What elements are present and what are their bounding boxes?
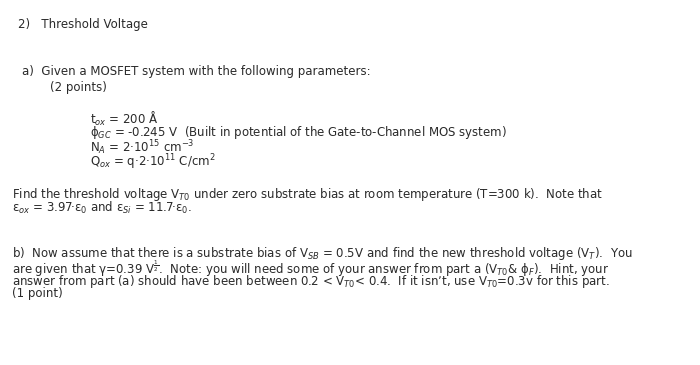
Text: Find the threshold voltage V$_{T0}$ under zero substrate bias at room temperatur: Find the threshold voltage V$_{T0}$ unde… (12, 186, 603, 203)
Text: ε$_{ox}$ = 3.97·ε$_{0}$ and ε$_{Si}$ = 11.7·ε$_{0}$.: ε$_{ox}$ = 3.97·ε$_{0}$ and ε$_{Si}$ = 1… (12, 200, 192, 216)
Text: answer from part (a) should have been between 0.2 < V$_{T0}$< 0.4.  If it isn’t,: answer from part (a) should have been be… (12, 273, 610, 290)
Text: (1 point): (1 point) (12, 287, 63, 300)
Text: are given that γ=0.39 V$^{\frac{1}{2}}$.  Note: you will need some of your answe: are given that γ=0.39 V$^{\frac{1}{2}}$.… (12, 259, 609, 279)
Text: b)  Now assume that there is a substrate bias of V$_{SB}$ = 0.5V and find the ne: b) Now assume that there is a substrate … (12, 245, 633, 262)
Text: (2 points): (2 points) (35, 81, 107, 94)
Text: Q$_{ox}$ = q·2·10$^{11}$ C/cm$^{2}$: Q$_{ox}$ = q·2·10$^{11}$ C/cm$^{2}$ (90, 152, 216, 172)
Text: 2)   Threshold Voltage: 2) Threshold Voltage (18, 18, 148, 31)
Text: N$_{A}$ = 2·10$^{15}$ cm$^{-3}$: N$_{A}$ = 2·10$^{15}$ cm$^{-3}$ (90, 138, 195, 157)
Text: ϕ$_{GC}$ = -0.245 V  (Built in potential of the Gate-to-Channel MOS system): ϕ$_{GC}$ = -0.245 V (Built in potential … (90, 124, 507, 141)
Text: a)  Given a MOSFET system with the following parameters:: a) Given a MOSFET system with the follow… (22, 65, 370, 78)
Text: t$_{ox}$ = 200 Å: t$_{ox}$ = 200 Å (90, 110, 158, 128)
